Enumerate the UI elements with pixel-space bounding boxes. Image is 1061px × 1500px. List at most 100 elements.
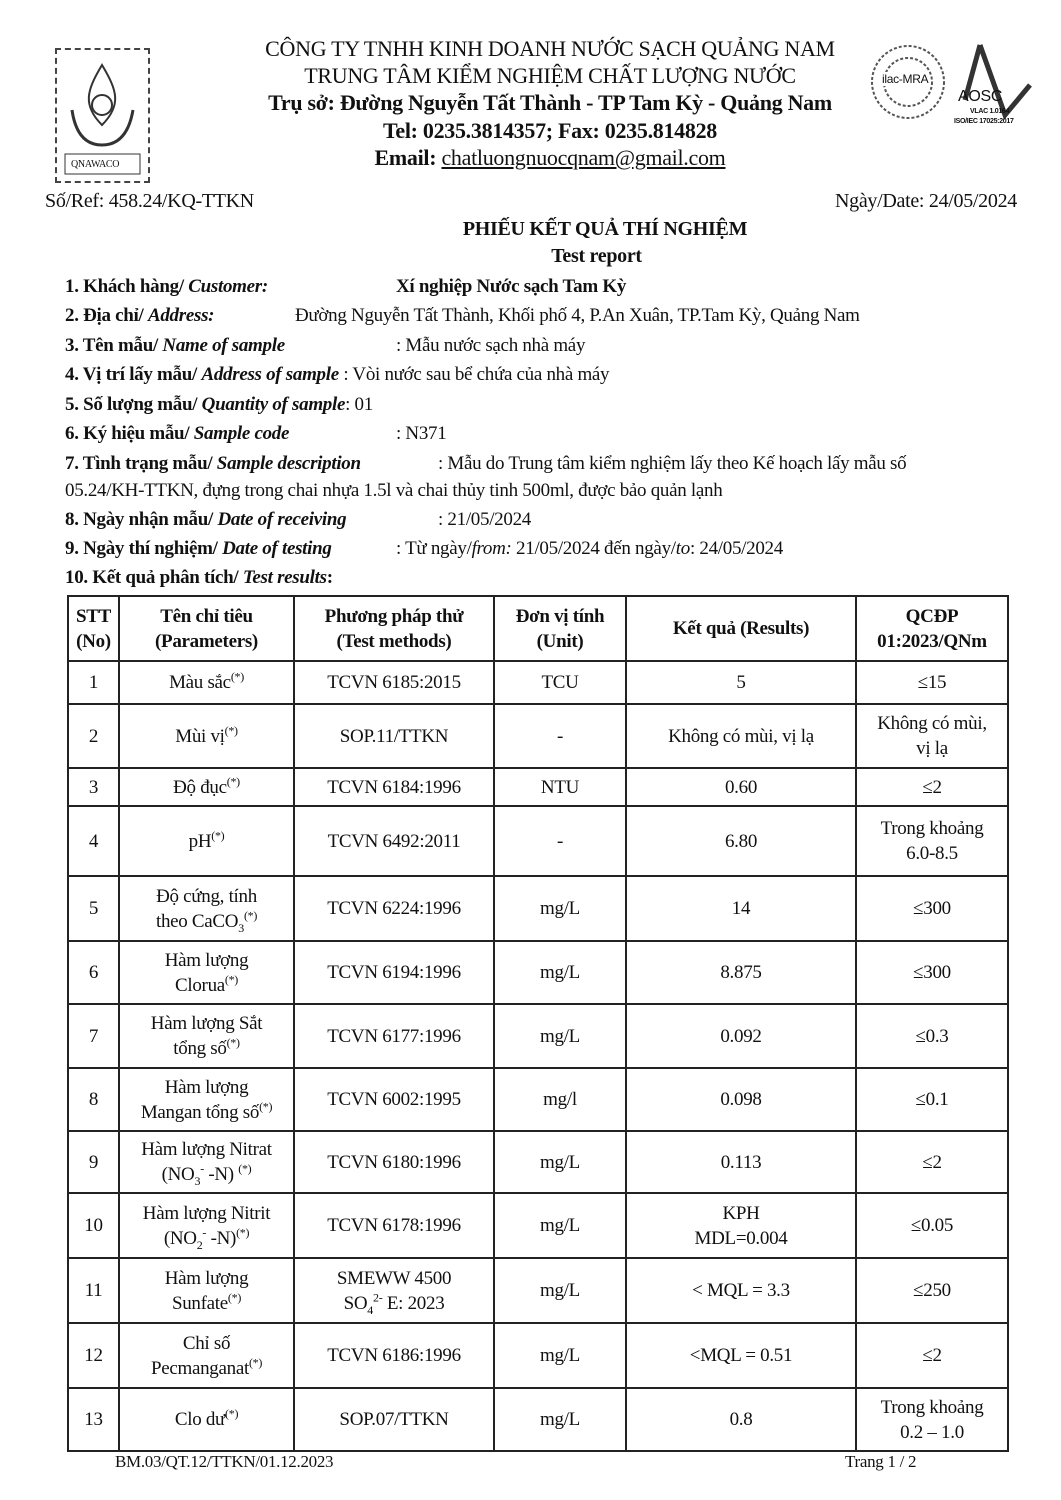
cell-text: ≤2 bbox=[922, 776, 942, 798]
report-date: Ngày/Date: 24/05/2024 bbox=[834, 190, 1017, 212]
cell-unit: mg/L bbox=[493, 875, 627, 942]
cell-parameter: Hàm lượng Nitrat (NO3- -N) (*) bbox=[118, 1130, 295, 1194]
results-table: STT (No) Tên chỉ tiêu (Parameters) Phương ph… bbox=[67, 595, 1009, 1452]
cell-text: - bbox=[200, 1161, 204, 1176]
cell-text: pH bbox=[188, 830, 212, 852]
cell-limit: Trong khoảng 6.0-8.5 bbox=[855, 805, 1009, 877]
cell-parameter: Hàm lượng Sắt tổng số(*) bbox=[118, 1003, 295, 1069]
header-text: Phương pháp thử bbox=[324, 605, 464, 627]
cell-result: 5 bbox=[625, 660, 857, 705]
cell-unit: - bbox=[493, 703, 627, 769]
cell-method: TCVN 6186:1996 bbox=[293, 1322, 495, 1389]
cell-method: TCVN 6002:1995 bbox=[293, 1067, 495, 1132]
center-name: TRUNG TÂM KIỂM NGHIỆM CHẤT LƯỢNG NƯỚC bbox=[304, 63, 796, 88]
cell-text: ≤300 bbox=[913, 962, 951, 983]
table-row: 11 Hàm lượng Sunfate(*) SMEWW 4500 SO42- E: … bbox=[67, 1257, 1009, 1324]
cell-limit: ≤2 bbox=[855, 1130, 1009, 1194]
cell-text: (*) bbox=[236, 1225, 250, 1240]
ilac-text: ilac-MRA bbox=[882, 72, 929, 86]
header-parameter: Tên chỉ tiêu (Parameters) bbox=[118, 595, 295, 662]
table-row: 8 Hàm lượng Mangan tổng số(*) TCVN 6002:199… bbox=[67, 1067, 1009, 1132]
cell-text: Clo dư bbox=[174, 1409, 226, 1430]
cell-text: (NO bbox=[161, 1164, 195, 1185]
cell-no: 8 bbox=[67, 1067, 120, 1132]
table-row: 7 Hàm lượng Sắt tổng số(*) TCVN 6177:1996 mg… bbox=[67, 1003, 1009, 1069]
cell-result: 0.8 bbox=[625, 1387, 857, 1452]
cell-result: < MQL = 3.3 bbox=[625, 1257, 857, 1324]
info-receiving-date-value: : 21/05/2024 bbox=[438, 509, 531, 530]
header-text: STT bbox=[75, 605, 111, 627]
cell-text: 4 bbox=[367, 1302, 373, 1317]
cell-result: 0.098 bbox=[625, 1067, 857, 1132]
cell-text: (*) bbox=[225, 1406, 239, 1421]
cell-text: ≤0.3 bbox=[915, 1025, 949, 1047]
cell-method: SMEWW 4500 SO42- E: 2023 bbox=[293, 1257, 495, 1324]
header-text: 01:2023/QNm bbox=[877, 630, 987, 652]
cell-text: (*) bbox=[211, 828, 225, 843]
table-row: 2 Mùi vị(*) SOP.11/TTKN - Không có mùi, vị l… bbox=[67, 703, 1009, 769]
cell-text: 0.2 – 1.0 bbox=[900, 1421, 964, 1443]
cell-text: 3 bbox=[238, 920, 244, 935]
cell-unit: mg/L bbox=[493, 1257, 627, 1324]
cell-text: Độ đục bbox=[173, 776, 227, 798]
table-row: 3 Độ đục(*) TCVN 6184:1996 NTU 0.60 ≤2 bbox=[67, 767, 1009, 807]
cell-parameter: Màu sắc(*) bbox=[118, 660, 295, 705]
cell-text: TCVN 6180:1996 bbox=[327, 1151, 461, 1173]
cell-limit: ≤300 bbox=[855, 875, 1009, 942]
email-link[interactable]: chatluongnuocqnam@gmail.com bbox=[441, 145, 726, 170]
aosc-text: AOSC bbox=[958, 88, 1003, 105]
header-text: (Unit) bbox=[536, 630, 584, 652]
cell-limit: ≤2 bbox=[855, 1322, 1009, 1389]
cell-text: Hàm lượng Sắt bbox=[150, 1013, 263, 1034]
table-row: 9 Hàm lượng Nitrat (NO3- -N) (*) TCVN 6180:… bbox=[67, 1130, 1009, 1194]
cell-text: 0.113 bbox=[720, 1151, 762, 1173]
cell-no: 6 bbox=[67, 940, 120, 1005]
table-row: 4 pH(*) TCVN 6492:2011-6.80 Trong khoảng 6.0… bbox=[67, 805, 1009, 877]
cell-method: TCVN 6194:1996 bbox=[293, 940, 495, 1005]
header-method: Phương pháp thử (Test methods) bbox=[293, 595, 495, 662]
cell-limit: ≤2 bbox=[855, 767, 1009, 807]
cell-result: 14 bbox=[625, 875, 857, 942]
cell-no: 4 bbox=[67, 805, 120, 877]
company-name: CÔNG TY TNHH KINH DOANH NƯỚC SẠCH QUẢNG … bbox=[265, 36, 835, 61]
cell-text: -N) bbox=[206, 1227, 237, 1249]
cell-unit: mg/L bbox=[493, 1322, 627, 1389]
info-sample-code: 6. Ký hiệu mẫu/ Sample code bbox=[65, 423, 290, 444]
report-title: PHIẾU KẾT QUẢ THÍ NGHIỆM bbox=[462, 218, 748, 240]
cell-text: TCVN 6178:1996 bbox=[327, 1215, 461, 1236]
cell-no: 7 bbox=[67, 1003, 120, 1069]
cell-no: 2 bbox=[67, 703, 120, 769]
cell-text: 6.0-8.5 bbox=[906, 843, 958, 864]
table-row: 12 Chỉ số Pecmanganat(*) TCVN 6186:1996 mg/L… bbox=[67, 1322, 1009, 1389]
cell-unit: mg/L bbox=[493, 1192, 627, 1259]
cell-text: Hàm lượng Nitrit bbox=[142, 1202, 271, 1224]
cell-no: 10 bbox=[67, 1192, 120, 1259]
cell-result: Không có mùi, vị lạ bbox=[625, 703, 857, 769]
info-sample-name-value: : Mẫu nước sạch nhà máy bbox=[396, 335, 586, 356]
info-receiving-date: 8. Ngày nhận mẫu/ Date of receiving bbox=[65, 509, 347, 530]
header-text: (Test methods) bbox=[336, 630, 452, 652]
cell-unit: - bbox=[493, 805, 627, 877]
cell-text: TCVN 6224:1996 bbox=[327, 898, 461, 919]
cell-text: ≤0.05 bbox=[910, 1215, 954, 1236]
cell-text: ≤0.1 bbox=[915, 1089, 949, 1110]
cell-text: SMEWW 4500 bbox=[336, 1267, 452, 1289]
cell-text: (*) bbox=[227, 1290, 242, 1305]
cell-text: Không có mùi, vị lạ bbox=[668, 725, 814, 747]
cell-text: MDL=0.004 bbox=[694, 1227, 788, 1249]
cell-text: (NO bbox=[163, 1227, 197, 1249]
info-customer-value: Xí nghiệp Nước sạch Tam Kỳ bbox=[396, 276, 627, 297]
cell-no: 3 bbox=[67, 767, 120, 807]
cell-unit: mg/L bbox=[493, 1130, 627, 1194]
info-testing-date: 9. Ngày thí nghiệm/ Date of testing bbox=[65, 538, 332, 559]
cell-parameter: Hàm lượng Clorua(*) bbox=[118, 940, 295, 1005]
cell-text: Clorua bbox=[174, 974, 225, 996]
cell-text: Màu sắc bbox=[169, 672, 231, 693]
cell-text: (*) bbox=[230, 669, 244, 684]
cell-method: TCVN 6178:1996 bbox=[293, 1192, 495, 1259]
cell-no: 12 bbox=[67, 1322, 120, 1389]
cell-text: TCVN 6177:1996 bbox=[327, 1025, 461, 1047]
info-sample-code-value: : N371 bbox=[396, 423, 447, 444]
cell-text: (*) bbox=[259, 1099, 273, 1114]
cell-text: vị lạ bbox=[916, 738, 948, 759]
